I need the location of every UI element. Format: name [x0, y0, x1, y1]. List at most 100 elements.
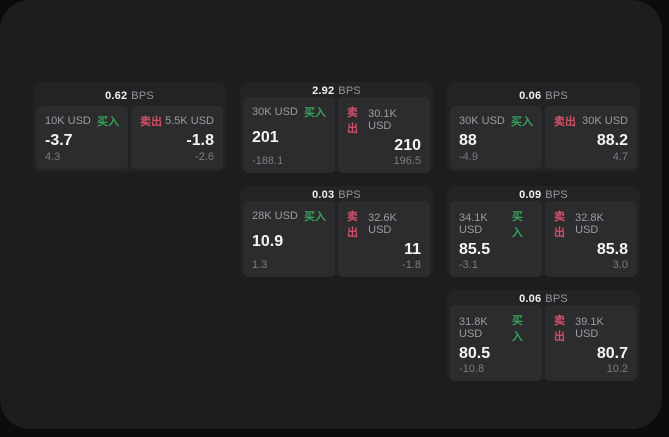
buy-side-label: 买入: [511, 211, 523, 239]
quote-card: 0.06 BPS 31.8K USD 买入 80.5 -10.8 卖出 39.1…: [447, 290, 640, 381]
bps-unit-label: BPS: [545, 293, 568, 305]
sell-amount-label: 32.8K USD: [575, 212, 604, 236]
quote-card: 2.92 BPS 30K USD 买入 201 -188.1 卖出 30.1K …: [240, 82, 433, 173]
sell-side-label: 卖出: [347, 211, 358, 239]
sell-panel-top: 卖出 32.6K USD: [347, 208, 421, 240]
sell-panel[interactable]: 卖出 5.5K USD -1.8 -2.6: [131, 106, 223, 169]
buy-sub-value: -4.9: [459, 151, 478, 163]
card-header: 0.09 BPS: [450, 189, 637, 201]
sell-amount-label: 30K USD: [582, 115, 628, 127]
quote-card: 0.03 BPS 28K USD 买入 10.9 1.3 卖出 32.6K US…: [240, 186, 433, 277]
panel-row: 31.8K USD 买入 80.5 -10.8 卖出 39.1K USD 80.…: [450, 305, 637, 381]
app-window: 0.62 BPS 10K USD 买入 -3.7 4.3 卖出 5.5K USD…: [0, 0, 662, 429]
sell-side-label: 卖出: [554, 211, 565, 239]
bps-value: 0.09: [519, 189, 542, 201]
bps-unit-label: BPS: [338, 189, 361, 201]
buy-amount-label: 34.1K USD: [459, 212, 488, 236]
sell-panel[interactable]: 卖出 30.1K USD 210 196.5: [338, 97, 430, 173]
buy-side-label: 买入: [304, 107, 326, 119]
panel-row: 34.1K USD 买入 85.5 -3.1 卖出 32.8K USD 85.8…: [450, 201, 637, 277]
buy-sub-value: 4.3: [45, 151, 61, 163]
sell-main-value: 11: [404, 241, 421, 258]
sell-panel-top: 卖出 32.8K USD: [554, 208, 628, 240]
sell-panel[interactable]: 卖出 32.6K USD 11 -1.8: [338, 201, 430, 277]
buy-amount-label: 30K USD: [459, 115, 505, 127]
buy-sub-value: 1.3: [252, 258, 268, 271]
sell-panel[interactable]: 卖出 39.1K USD 80.7 10.2: [545, 305, 637, 381]
buy-panel[interactable]: 10K USD 买入 -3.7 4.3: [36, 106, 128, 169]
buy-main-value: 201: [252, 129, 279, 146]
bps-value: 0.06: [519, 89, 542, 102]
buy-panel[interactable]: 34.1K USD 买入 85.5 -3.1: [450, 201, 542, 277]
buy-side-label: 买入: [304, 211, 326, 223]
sell-sub-value: 196.5: [393, 154, 421, 167]
panel-row: 28K USD 买入 10.9 1.3 卖出 32.6K USD 11 -1.8: [243, 201, 430, 277]
bps-unit-label: BPS: [545, 89, 568, 102]
buy-main-value: 88: [459, 131, 477, 149]
panel-row: 30K USD 买入 88 -4.9 卖出 30K USD 88.2 4.7: [450, 106, 637, 169]
buy-side-label: 买入: [97, 116, 119, 128]
sell-main-value: -1.8: [186, 131, 214, 149]
buy-panel[interactable]: 30K USD 买入 88 -4.9: [450, 106, 542, 169]
bps-value: 0.62: [105, 89, 128, 102]
quote-card: 0.62 BPS 10K USD 买入 -3.7 4.3 卖出 5.5K USD…: [33, 82, 226, 172]
buy-main-value: 80.5: [459, 345, 491, 362]
sell-panel-top: 卖出 30.1K USD: [347, 104, 421, 136]
sell-panel-top: 卖出 5.5K USD: [140, 113, 214, 129]
sell-side-label: 卖出: [554, 116, 576, 128]
buy-main-value: -3.7: [45, 131, 73, 149]
panel-row: 10K USD 买入 -3.7 4.3 卖出 5.5K USD -1.8 -2.…: [36, 106, 223, 169]
buy-panel-top: 31.8K USD 买入: [459, 312, 533, 344]
buy-panel-top: 30K USD 买入: [459, 113, 533, 129]
sell-main-value: 85.8: [596, 241, 628, 258]
buy-panel-top: 10K USD 买入: [45, 113, 119, 129]
sell-main-value: 88.2: [596, 131, 628, 149]
bps-unit-label: BPS: [545, 189, 568, 201]
quote-card-grid: 0.62 BPS 10K USD 买入 -3.7 4.3 卖出 5.5K USD…: [33, 82, 640, 381]
buy-sub-value: -10.8: [459, 362, 485, 375]
sell-side-label: 卖出: [554, 315, 565, 343]
bps-unit-label: BPS: [338, 85, 361, 97]
bps-unit-label: BPS: [131, 89, 154, 102]
sell-amount-label: 5.5K USD: [165, 115, 214, 127]
sell-side-label: 卖出: [347, 107, 358, 135]
buy-sub-value: -188.1: [252, 154, 284, 167]
card-header: 2.92 BPS: [243, 85, 430, 97]
sell-sub-value: 3.0: [612, 258, 628, 271]
buy-amount-label: 30K USD: [252, 106, 298, 118]
quote-card: 0.06 BPS 30K USD 买入 88 -4.9 卖出 30K USD 8…: [447, 82, 640, 172]
sell-panel[interactable]: 卖出 30K USD 88.2 4.7: [545, 106, 637, 169]
buy-side-label: 买入: [511, 315, 523, 343]
buy-panel-top: 30K USD 买入: [252, 104, 326, 120]
bps-value: 0.06: [519, 293, 542, 305]
sell-side-label: 卖出: [140, 116, 162, 128]
buy-panel[interactable]: 28K USD 买入 10.9 1.3: [243, 201, 335, 277]
buy-panel[interactable]: 31.8K USD 买入 80.5 -10.8: [450, 305, 542, 381]
buy-amount-label: 31.8K USD: [459, 316, 488, 340]
panel-row: 30K USD 买入 201 -188.1 卖出 30.1K USD 210 1…: [243, 97, 430, 173]
quote-card: 0.09 BPS 34.1K USD 买入 85.5 -3.1 卖出 32.8K…: [447, 186, 640, 277]
sell-sub-value: 10.2: [606, 362, 628, 375]
sell-amount-label: 30.1K USD: [368, 108, 397, 132]
card-header: 0.62 BPS: [36, 85, 223, 106]
sell-amount-label: 39.1K USD: [575, 316, 604, 340]
sell-sub-value: 4.7: [612, 151, 628, 163]
buy-side-label: 买入: [511, 116, 533, 128]
bps-value: 2.92: [312, 85, 335, 97]
card-header: 0.03 BPS: [243, 189, 430, 201]
sell-panel-top: 卖出 30K USD: [554, 113, 628, 129]
buy-sub-value: -3.1: [459, 258, 478, 271]
sell-sub-value: -1.8: [402, 258, 421, 271]
buy-main-value: 10.9: [252, 233, 284, 250]
sell-amount-label: 32.6K USD: [368, 212, 397, 236]
sell-sub-value: -2.6: [195, 151, 214, 163]
card-header: 0.06 BPS: [450, 85, 637, 106]
buy-panel[interactable]: 30K USD 买入 201 -188.1: [243, 97, 335, 173]
sell-panel-top: 卖出 39.1K USD: [554, 312, 628, 344]
sell-main-value: 210: [394, 137, 421, 154]
sell-main-value: 80.7: [596, 345, 628, 362]
card-header: 0.06 BPS: [450, 293, 637, 305]
buy-panel-top: 34.1K USD 买入: [459, 208, 533, 240]
buy-amount-label: 28K USD: [252, 210, 298, 222]
sell-panel[interactable]: 卖出 32.8K USD 85.8 3.0: [545, 201, 637, 277]
